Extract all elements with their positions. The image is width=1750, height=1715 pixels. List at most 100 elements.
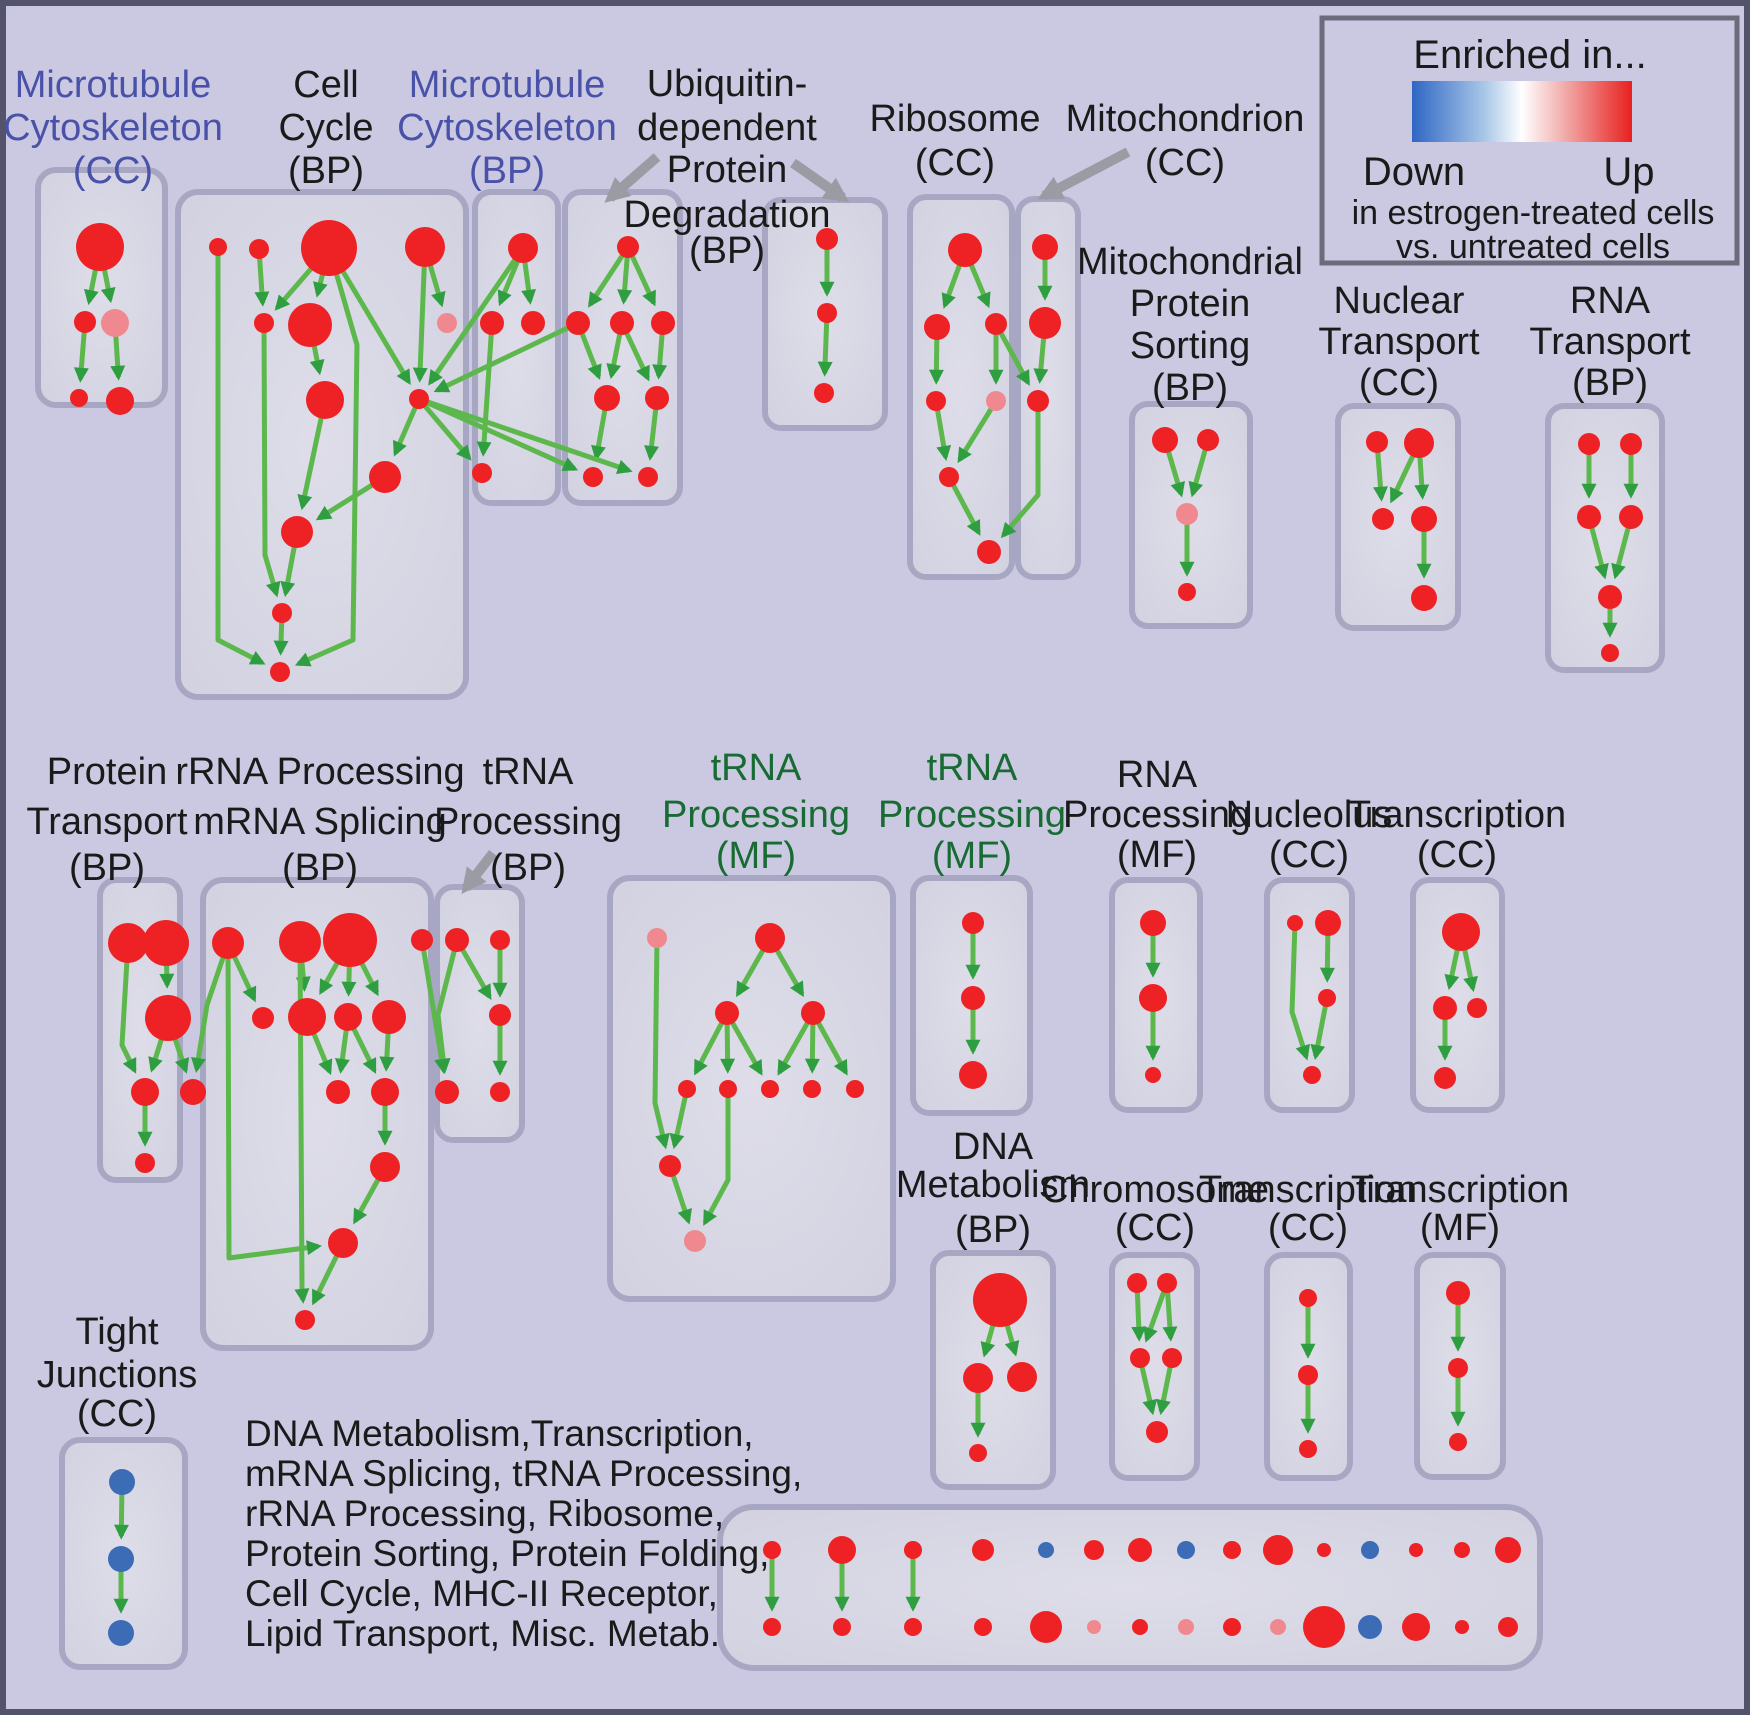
go-term-node-dnam-0: [973, 1273, 1027, 1327]
go-term-node-ub-4: [594, 385, 620, 411]
go-term-node-ub-7: [638, 467, 658, 487]
cluster-label: Processing: [1063, 794, 1251, 836]
go-term-node-tmf1-4: [678, 1080, 696, 1098]
go-term-node-nucl-3: [1303, 1066, 1321, 1084]
go-term-node-pt-5: [135, 1153, 155, 1173]
cluster-label: (CC): [1268, 1207, 1348, 1249]
cluster-label: mRNA Splicing: [193, 801, 446, 843]
go-term-node-misc-22: [1178, 1619, 1194, 1635]
cluster-label: (BP): [1572, 362, 1648, 404]
relation-arrow: [588, 245, 631, 308]
go-term-node-rnamf-2: [1145, 1067, 1161, 1083]
cluster-label: DNA: [953, 1126, 1034, 1168]
cluster-label: Junctions: [37, 1354, 198, 1396]
relation-arrow: [652, 937, 670, 1150]
go-term-node-cc-1: [249, 239, 269, 259]
relation-arrow: [993, 322, 1031, 386]
cluster-label: Ubiquitin-: [647, 63, 808, 105]
legend-gradient-bar: [1412, 81, 1632, 142]
relation-arrow: [419, 939, 450, 1074]
go-term-node-misc-12: [1409, 1543, 1423, 1557]
cluster-label: dependent: [637, 107, 817, 149]
go-term-node-mito-0: [1032, 234, 1058, 260]
go-term-node-ub-3: [651, 311, 675, 335]
go-term-node-misc-4: [1038, 1542, 1054, 1558]
go-term-node-misc-8: [1223, 1541, 1241, 1559]
go-term-node-nuct-4: [1411, 585, 1437, 611]
go-term-node-tj-2: [108, 1620, 134, 1646]
go-term-node-dnam-1: [963, 1363, 993, 1393]
cluster-label: RNA: [1117, 754, 1198, 796]
footer-category-list-line: Lipid Transport, Misc. Metab.: [245, 1613, 720, 1654]
go-term-node-misc-23: [1223, 1618, 1241, 1636]
go-term-node-cc-8: [409, 389, 429, 409]
go-term-node-misc-20: [1087, 1620, 1101, 1634]
go-term-node-pt-1: [143, 920, 189, 966]
go-term-node-tmf2-2: [959, 1061, 987, 1089]
go-term-node-misc-0: [763, 1541, 781, 1559]
go-term-node-spl-2: [323, 913, 377, 967]
cluster-label: Transcription: [1199, 1169, 1417, 1211]
relation-arrow: [476, 322, 495, 457]
go-term-node-tmf1-0: [647, 928, 667, 948]
go-term-node-mtcc-3: [70, 389, 88, 407]
go-term-node-rnat-4: [1598, 585, 1622, 609]
footer-category-list-line: mRNA Splicing, tRNA Processing,: [245, 1453, 802, 1494]
cluster-label: Processing: [434, 801, 622, 843]
cluster-label: Ribosome: [869, 98, 1040, 140]
go-term-node-misc-5: [1084, 1540, 1104, 1560]
go-term-node-mtbp-2: [521, 311, 545, 335]
go-term-node-trcc2-1: [1298, 1365, 1318, 1385]
go-term-node-ub-0: [617, 236, 639, 258]
go-term-node-mtbp-1: [480, 311, 504, 335]
cluster-label: (BP): [1152, 367, 1228, 409]
go-term-node-misc-10: [1317, 1543, 1331, 1557]
relation-arrow: [1000, 401, 1041, 539]
go-term-node-trbp-4: [490, 1082, 510, 1102]
go-term-node-rib-2: [985, 313, 1007, 335]
go-term-node-tmf1-9: [659, 1155, 681, 1177]
go-term-node-spl-10: [370, 1152, 400, 1182]
go-term-node-misc-29: [1498, 1617, 1518, 1637]
go-term-node-misc-18: [974, 1618, 992, 1636]
cluster-label: (BP): [689, 230, 765, 272]
relation-arrow: [1289, 922, 1310, 1061]
go-term-node-misc-19: [1030, 1611, 1062, 1643]
cluster-label: (CC): [1417, 834, 1497, 876]
go-term-node-ub-6: [583, 467, 603, 487]
go-term-node-chrom-4: [1146, 1421, 1168, 1443]
go-term-node-rnat-5: [1601, 644, 1619, 662]
go-term-node-tmf1-1: [755, 923, 785, 953]
cluster-label: Microtubule: [15, 64, 211, 106]
cluster-box-nuct: [1335, 403, 1461, 631]
cluster-label: tRNA: [483, 751, 574, 793]
go-term-node-spl-11: [328, 1228, 358, 1258]
go-term-node-misc-17: [904, 1618, 922, 1636]
go-term-node-cc-0: [209, 238, 227, 256]
cluster-label: (BP): [490, 847, 566, 889]
cluster-label: Chromosome: [1041, 1169, 1269, 1211]
cluster-label: (BP): [69, 847, 145, 889]
cluster-box-chrom: [1109, 1252, 1200, 1481]
go-term-node-cc-4: [254, 313, 274, 333]
go-term-node-spl-1: [279, 921, 321, 963]
cluster-label: (BP): [288, 150, 364, 192]
cluster-label: (CC): [1145, 142, 1225, 184]
relation-arrow: [428, 246, 526, 386]
go-term-node-nuct-1: [1404, 428, 1434, 458]
go-term-node-tj-0: [109, 1469, 135, 1495]
relation-arrow: [215, 247, 266, 666]
go-term-node-spl-6: [334, 1003, 362, 1031]
annotation-arrow: [604, 153, 661, 203]
cluster-label: (BP): [955, 1209, 1031, 1251]
go-term-node-rnat-2: [1577, 505, 1601, 529]
cluster-label: (CC): [1269, 834, 1349, 876]
cluster-label: (CC): [1115, 1207, 1195, 1249]
relation-arrow: [418, 396, 633, 475]
go-term-node-tmf2-0: [962, 912, 984, 934]
go-term-node-misc-14: [1495, 1537, 1521, 1563]
cluster-label: (CC): [73, 150, 153, 192]
relation-arrow: [119, 942, 137, 1074]
go-term-node-pt-3: [131, 1078, 159, 1106]
cluster-box-mtcc: [35, 167, 168, 408]
